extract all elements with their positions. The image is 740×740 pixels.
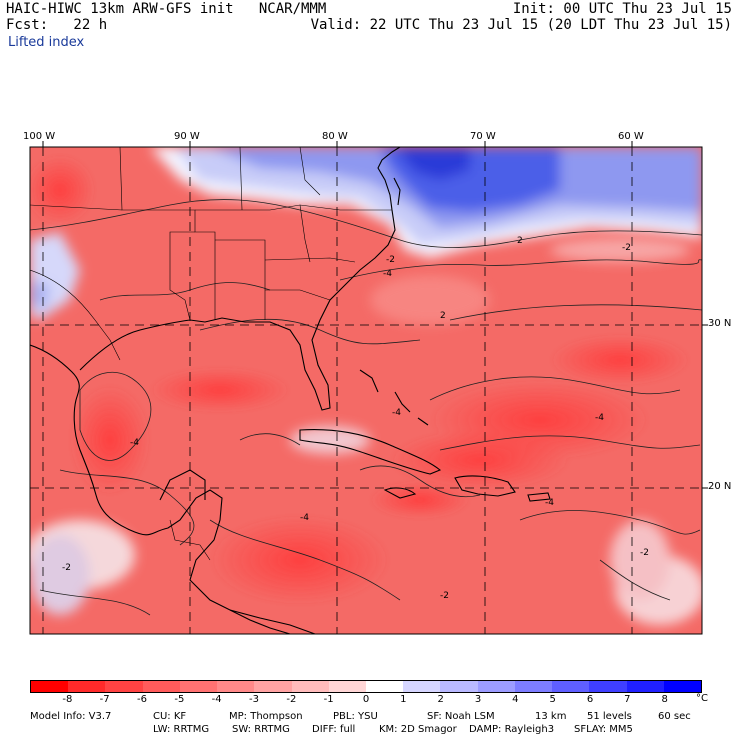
colorbar-tick-label: 3 xyxy=(474,694,482,705)
colorbar-swatch xyxy=(403,681,441,692)
lat-label: 20 N xyxy=(708,481,732,492)
colorbar-swatch xyxy=(552,681,590,692)
contour-label: -4 xyxy=(595,413,604,423)
map-field: 2 -2 -4 2 -2 -4 -4 -2 -4 -4 -4 -2 -2 xyxy=(30,147,702,634)
lon-label: 90 W xyxy=(174,131,200,142)
contour-label: -4 xyxy=(300,513,309,523)
sw-scheme: SW: RRTMG xyxy=(232,724,290,735)
contour-label: -2 xyxy=(440,591,449,601)
model-info: Model Info: V3.7 xyxy=(30,711,112,722)
colorbar-swatch xyxy=(105,681,143,692)
lon-label: 100 W xyxy=(23,131,56,142)
political-borders xyxy=(30,147,392,561)
colorbar-swatch xyxy=(291,681,329,692)
colorbar-tick-label: -7 xyxy=(99,694,110,705)
contour-label: -4 xyxy=(383,269,392,279)
colorbar-tick-label: -4 xyxy=(211,694,222,705)
mp-scheme: MP: Thompson xyxy=(229,711,303,722)
contour-label: 2 xyxy=(517,236,523,246)
colorbar-tick-label: 6 xyxy=(586,694,594,705)
sflay-scheme: SFLAY: MM5 xyxy=(574,724,633,735)
contour-lines xyxy=(30,199,702,616)
colorbar xyxy=(30,680,702,693)
contour-label-group: 2 -2 -4 2 -2 -4 -4 -2 -4 -4 -4 -2 -2 xyxy=(62,236,649,601)
colorbar-tick-label: -2 xyxy=(286,694,297,705)
levels: 51 levels xyxy=(587,711,632,722)
lon-label: 70 W xyxy=(470,131,496,142)
colorbar-tick-label: 7 xyxy=(624,694,631,705)
model-title: HAIC-HIWC 13km ARW-GFS init NCAR/MMM xyxy=(6,1,327,17)
colorbar-swatch xyxy=(514,681,553,692)
cu-scheme: CU: KF xyxy=(153,711,187,722)
colorbar-tick-label: -6 xyxy=(137,694,147,705)
colorbar-swatch xyxy=(254,681,292,692)
colorbar-ticks: -8 -7 -6 -5 -4 -3 -2 -1 0 1 2 3 4 5 6 7 8 xyxy=(30,694,702,706)
timestep: 60 sec xyxy=(658,711,691,722)
colorbar-tick-label: 4 xyxy=(512,694,519,705)
colorbar-swatch xyxy=(477,681,515,692)
colorbar-unit: °C xyxy=(696,693,708,704)
contour-label: -2 xyxy=(622,243,631,253)
contour-label: -4 xyxy=(545,498,554,508)
colorbar-swatch xyxy=(440,681,478,692)
colorbar-swatch xyxy=(68,681,106,692)
contour-label: -2 xyxy=(386,255,395,265)
graticule xyxy=(30,147,702,634)
colorbar-tick-label: -8 xyxy=(62,694,73,705)
lw-scheme: LW: RRTMG xyxy=(153,724,210,735)
contour-label: 2 xyxy=(440,311,446,321)
colorbar-tick-label: 0 xyxy=(362,694,370,705)
resolution: 13 km xyxy=(535,711,567,722)
frame-ticks xyxy=(42,141,708,489)
colorbar-swatch xyxy=(217,681,255,692)
colorbar-tick-label: -5 xyxy=(174,694,185,705)
colorbar-tick-label: 8 xyxy=(661,694,668,705)
colorbar-swatch xyxy=(328,681,366,692)
colorbar-swatch xyxy=(142,681,180,692)
forecast-hour: Fcst: 22 h xyxy=(6,17,108,33)
colorbar-swatch xyxy=(663,681,701,692)
pbl-scheme: PBL: YSU xyxy=(333,711,378,722)
lat-label: 30 N xyxy=(708,318,732,329)
diff-scheme: DIFF: full xyxy=(312,724,356,735)
km-scheme: KM: 2D Smagor xyxy=(379,724,457,735)
colorbar-tick-label: -3 xyxy=(249,694,259,705)
colorbar-swatch xyxy=(179,681,218,692)
valid-time: Valid: 22 UTC Thu 23 Jul 15 (20 LDT Thu … xyxy=(310,17,732,33)
colorbar-swatch xyxy=(365,681,404,692)
contour-label: -2 xyxy=(640,548,649,558)
sf-scheme: SF: Noah LSM xyxy=(427,711,495,722)
neutral-patches xyxy=(30,238,702,625)
colorbar-tick-label: -1 xyxy=(323,694,334,705)
colorbar-swatch xyxy=(31,681,69,692)
colorbar-swatch xyxy=(626,681,664,692)
stable-band xyxy=(30,147,702,320)
lon-label: 60 W xyxy=(618,131,644,142)
init-time: Init: 00 UTC Thu 23 Jul 15 xyxy=(512,1,732,17)
colorbar-swatch xyxy=(589,681,627,692)
lifted-index-map: 2 -2 -4 2 -2 -4 -4 -2 -4 -4 -4 -2 -2 xyxy=(29,141,708,635)
unstable-cores xyxy=(30,155,690,605)
damp-scheme: DAMP: Rayleigh3 xyxy=(469,724,555,735)
map-frame xyxy=(29,146,703,635)
contour-label: -4 xyxy=(130,438,139,448)
colorbar-tick-label: 5 xyxy=(549,694,556,705)
lon-label: 80 W xyxy=(322,131,348,142)
field-name: Lifted index xyxy=(8,35,85,50)
contour-label: -2 xyxy=(62,563,71,573)
contour-label: -4 xyxy=(392,408,401,418)
colorbar-tick-label: 2 xyxy=(437,694,444,705)
colorbar-tick-label: 1 xyxy=(400,694,407,705)
